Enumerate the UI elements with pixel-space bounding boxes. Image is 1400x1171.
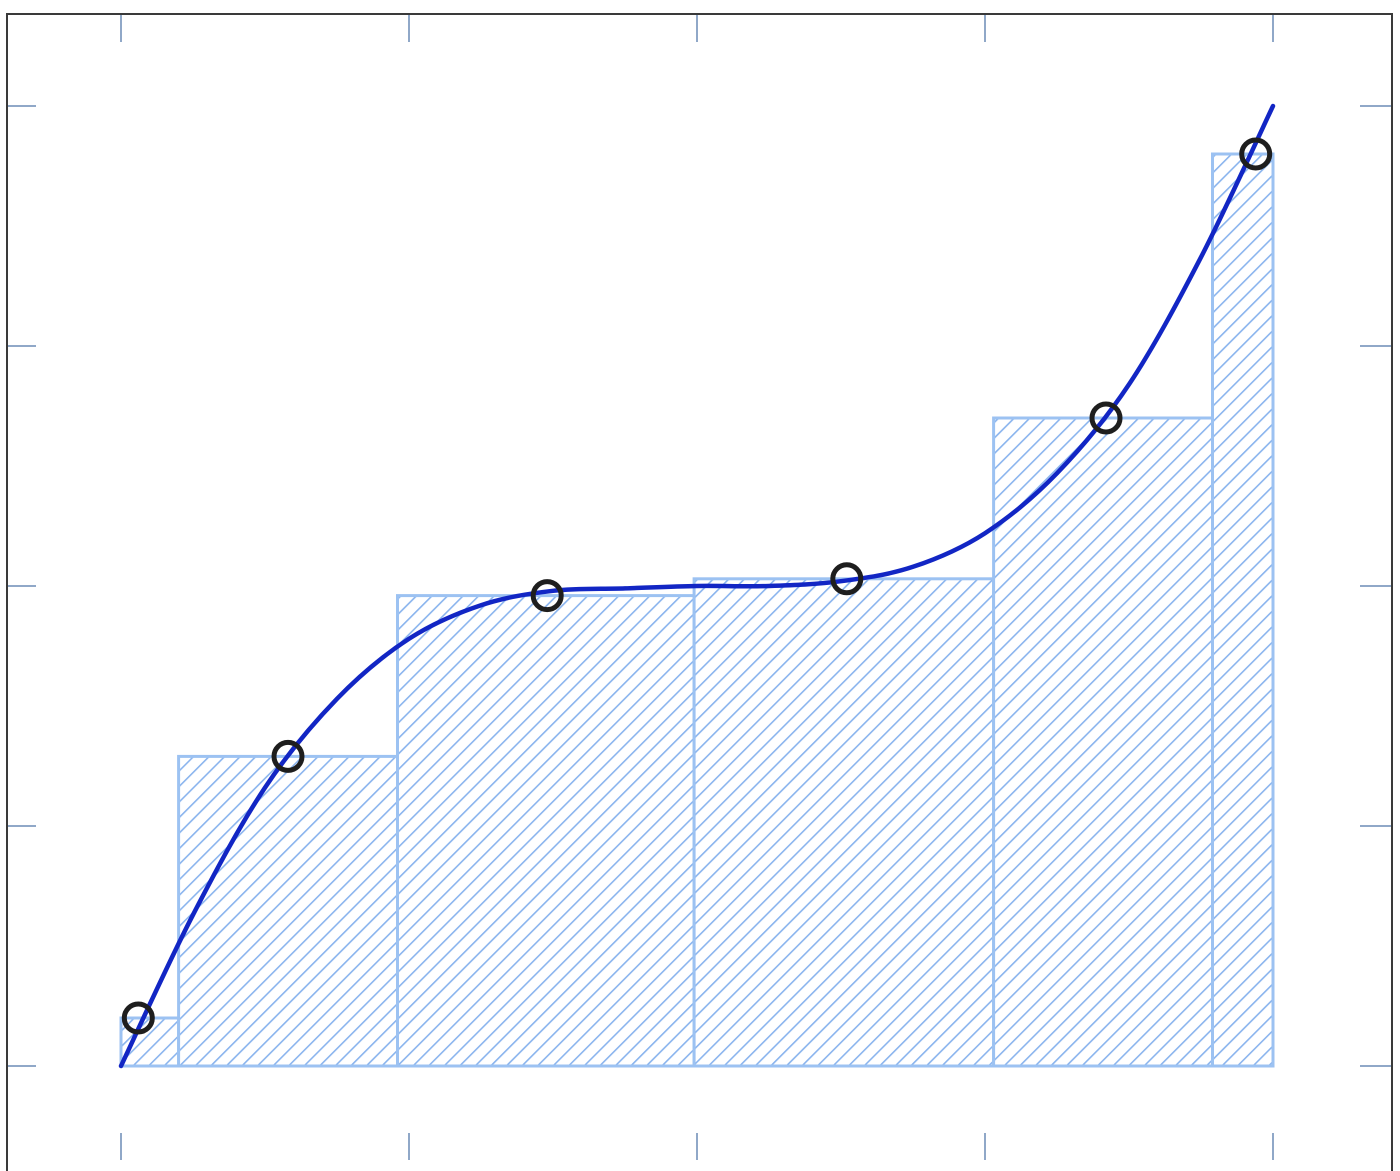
bar-5: [992, 416, 1214, 1068]
bar-4: [692, 577, 996, 1068]
marker-2: [271, 739, 305, 773]
bar-6: [1211, 152, 1275, 1068]
marker-3: [530, 579, 564, 613]
ticks-layer: [8, 15, 1391, 1160]
marker-5: [1089, 401, 1123, 435]
plot-frame: [6, 13, 1393, 1171]
bar-2: [177, 754, 399, 1068]
marker-6: [1239, 137, 1273, 171]
marker-4: [830, 562, 864, 596]
marker-1: [121, 1001, 155, 1035]
markers-layer: [121, 137, 1273, 1035]
bars-layer: [119, 152, 1275, 1068]
bar-3: [396, 594, 696, 1068]
